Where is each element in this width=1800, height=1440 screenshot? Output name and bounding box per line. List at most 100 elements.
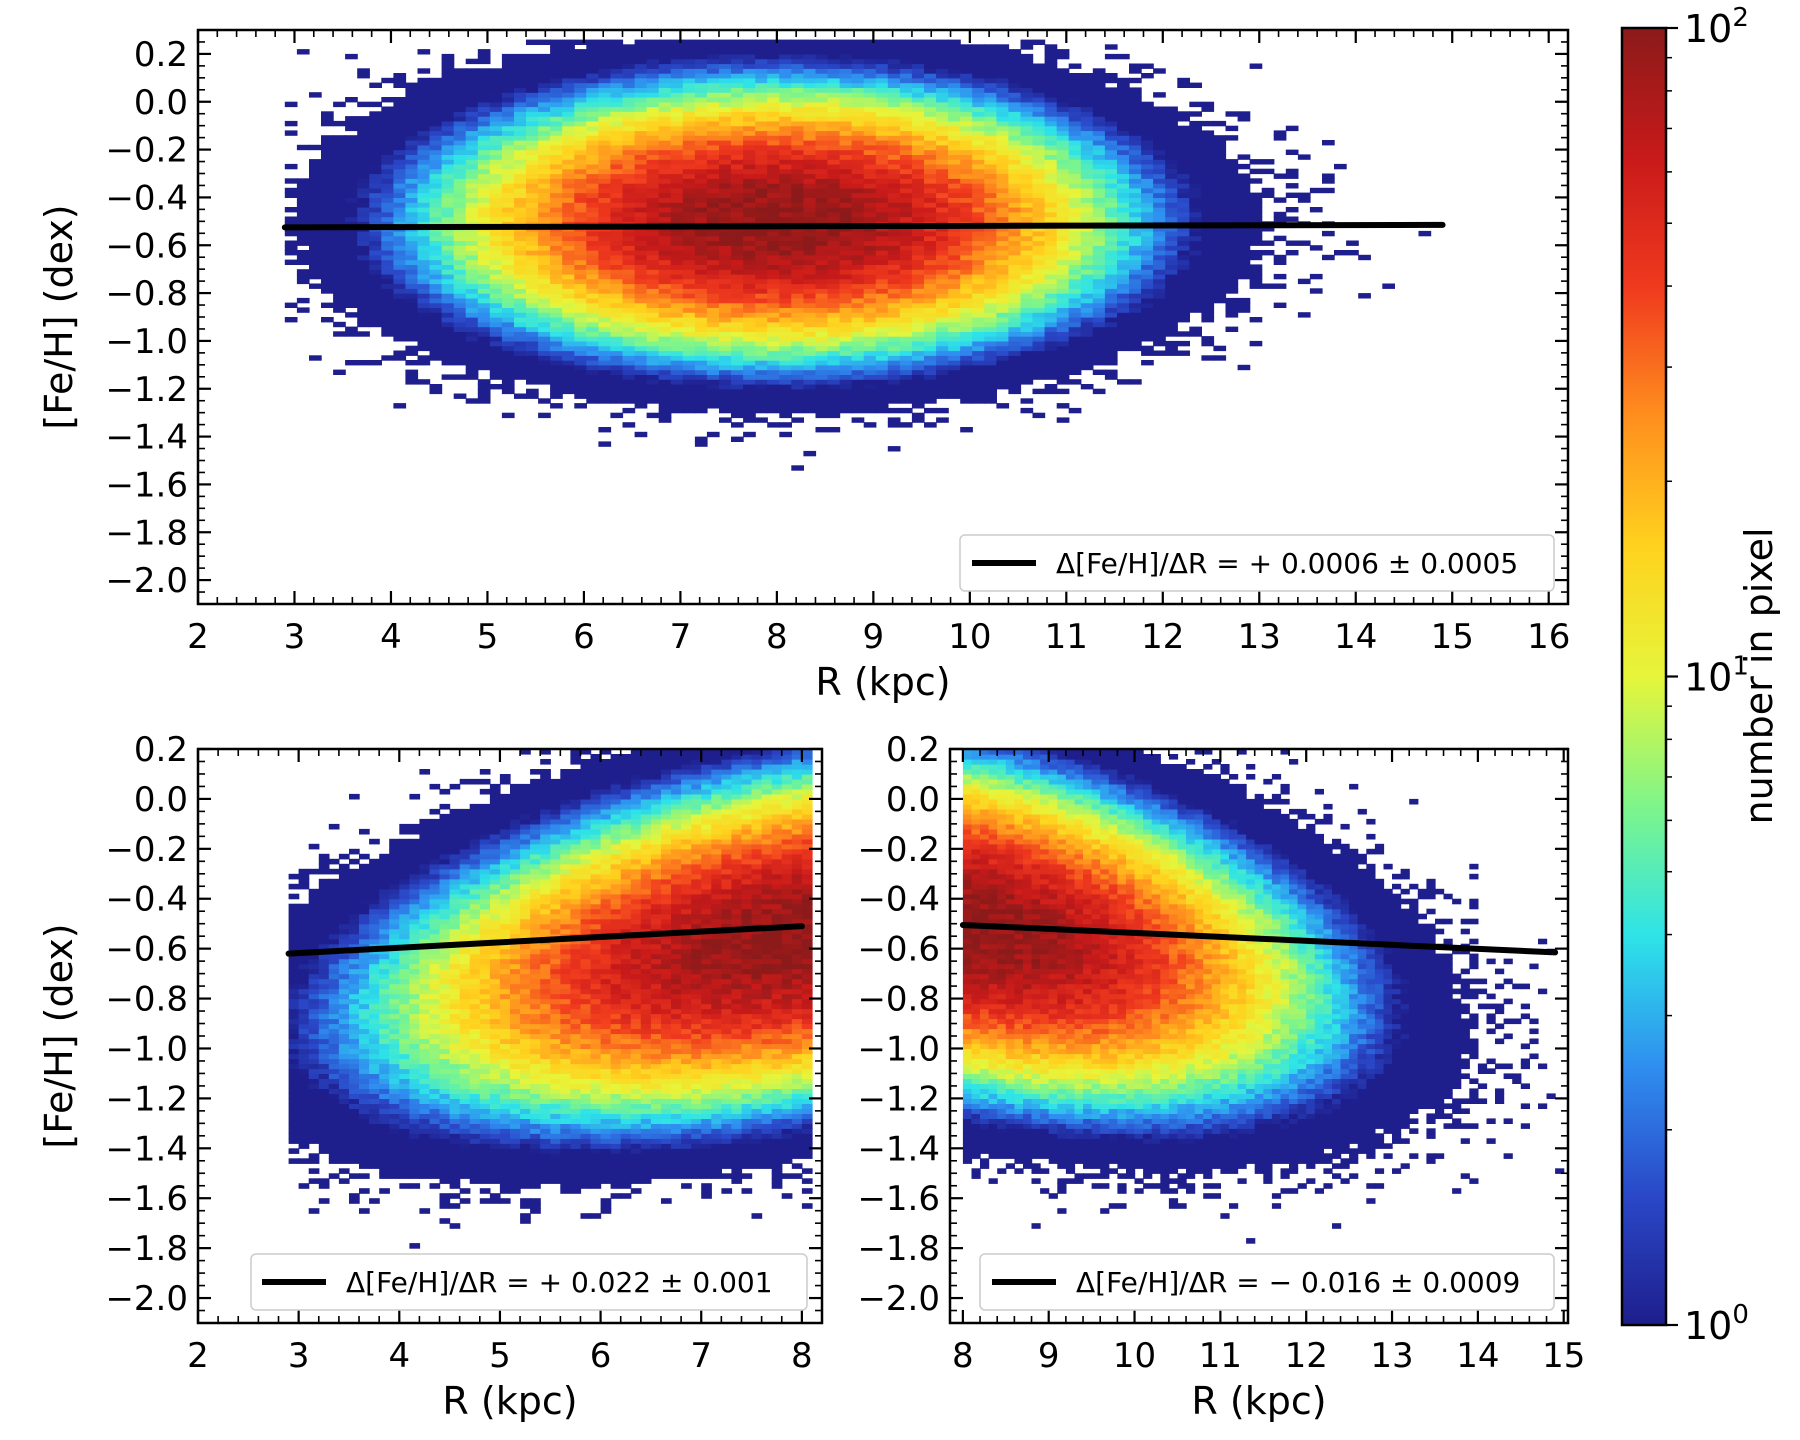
heatmap-cell [429, 336, 443, 342]
heatmap-cell [622, 77, 636, 84]
heatmap-cell [441, 302, 455, 308]
heatmap-cell [1092, 106, 1106, 112]
heatmap-cell [1104, 207, 1118, 213]
heatmap-cell [296, 307, 310, 313]
heatmap-cell [538, 53, 551, 60]
heatmap-cell [948, 111, 961, 117]
heatmap-cell [731, 297, 744, 304]
heatmap-cell [899, 63, 913, 69]
heatmap-cell [1044, 254, 1058, 261]
heatmap-cell [948, 149, 961, 155]
heatmap-cell [899, 360, 913, 366]
heatmap-cell [731, 101, 744, 108]
heatmap-cell [634, 302, 648, 308]
heatmap-cell [815, 178, 829, 184]
heatmap-cell [393, 97, 407, 103]
heatmap-cell [489, 92, 503, 98]
heatmap-cell [960, 211, 973, 218]
heatmap-cell [948, 384, 961, 390]
heatmap-cell [489, 202, 503, 208]
heatmap-cell [1020, 192, 1034, 198]
heatmap-cell [296, 192, 310, 198]
heatmap-cell [1020, 125, 1034, 132]
heatmap-cell [682, 87, 696, 93]
heatmap-cell [803, 450, 817, 457]
heatmap-cell [550, 331, 563, 337]
heatmap-cell [682, 111, 696, 117]
heatmap-cell [1092, 130, 1106, 136]
heatmap-cell [863, 230, 877, 237]
heatmap-cell [1032, 235, 1046, 242]
heatmap-cell [924, 87, 937, 93]
heatmap-cell [1129, 63, 1142, 69]
heatmap-cell [960, 254, 973, 261]
heatmap-cell [670, 245, 684, 251]
heatmap-cell [405, 273, 419, 280]
heatmap-cell [393, 288, 407, 294]
heatmap-cell [489, 207, 503, 213]
heatmap-cell [936, 92, 949, 98]
heatmap-cell [1141, 307, 1154, 313]
heatmap-cell [1080, 216, 1094, 222]
heatmap-cell [598, 63, 612, 69]
heatmap-cell [610, 53, 624, 60]
heatmap-cell [429, 278, 443, 285]
heatmap-cell [779, 355, 792, 361]
heatmap-cell [381, 116, 394, 122]
heatmap-cell [489, 326, 503, 332]
heatmap-cell [706, 293, 720, 299]
heatmap-cell [586, 398, 599, 404]
heatmap-cell [851, 235, 865, 242]
heatmap-cell [1117, 297, 1130, 304]
heatmap-cell [839, 130, 853, 136]
heatmap-cell [984, 168, 997, 175]
heatmap-cell [719, 360, 732, 366]
heatmap-cell [839, 202, 853, 208]
heatmap-cell [670, 278, 684, 285]
heatmap-cell [441, 312, 455, 318]
heatmap-cell [984, 216, 997, 222]
heatmap-cell [514, 82, 527, 88]
heatmap-cell [960, 369, 973, 375]
heatmap-cell [369, 168, 382, 175]
heatmap-cell [369, 101, 382, 108]
heatmap-cell [477, 384, 491, 390]
heatmap-cell [960, 374, 973, 380]
heatmap-cell [1044, 101, 1058, 108]
heatmap-cell [357, 163, 370, 170]
heatmap-cell [839, 116, 853, 122]
heatmap-cell [779, 412, 792, 419]
heatmap-cell [887, 379, 901, 385]
heatmap-cell [694, 384, 708, 390]
heatmap-cell [1117, 264, 1130, 270]
heatmap-cell [1141, 140, 1154, 146]
heatmap-cell [345, 278, 358, 285]
heatmap-cell [839, 144, 853, 151]
heatmap-cell [1068, 197, 1082, 203]
heatmap-cell [369, 207, 382, 213]
heatmap-cell [1092, 77, 1106, 84]
heatmap-cell [1080, 254, 1094, 261]
heatmap-cell [417, 340, 431, 347]
heatmap-cell [911, 317, 925, 323]
heatmap-cell [1117, 273, 1130, 280]
heatmap-cell [562, 44, 575, 50]
heatmap-cell [465, 336, 479, 342]
heatmap-cell [719, 312, 732, 318]
heatmap-cell [574, 360, 587, 366]
heatmap-cell [791, 254, 804, 261]
heatmap-cell [309, 192, 322, 198]
heatmap-cell [827, 77, 841, 84]
heatmap-cell [501, 235, 515, 242]
heatmap-cell [526, 163, 539, 170]
heatmap-cell [477, 49, 491, 55]
heatmap-cell [670, 211, 684, 218]
heatmap-cell [309, 187, 322, 194]
heatmap-cell [803, 278, 817, 285]
heatmap-cell [851, 39, 865, 45]
heatmap-cell [501, 178, 515, 184]
heatmap-cell [1141, 350, 1154, 356]
heatmap-cell [875, 254, 889, 261]
heatmap-cell [357, 192, 370, 198]
heatmap-cell [453, 73, 467, 79]
